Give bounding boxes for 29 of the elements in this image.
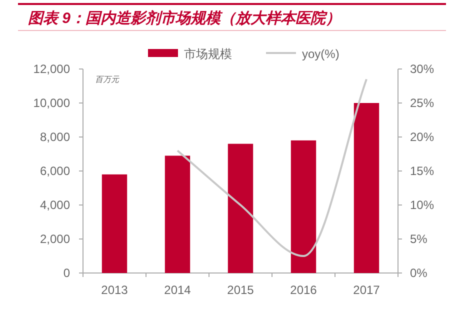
line-series <box>176 78 368 257</box>
y-tick-label: 12,000 <box>33 62 70 76</box>
y2-tick-label: 30% <box>410 62 434 76</box>
legend-label: yoy(%) <box>302 47 340 61</box>
bar <box>290 140 316 273</box>
legend-label: 市场规模 <box>184 47 232 61</box>
y2-tick-label: 25% <box>410 96 434 110</box>
chart-title: 图表 9：国内造影剂市场规模（放大样本医院） <box>28 9 341 27</box>
bar <box>354 103 380 273</box>
y2-tick-label: 15% <box>410 164 434 178</box>
x-tick-label: 2013 <box>101 283 128 297</box>
x-tick-label: 2017 <box>353 283 380 297</box>
y-tick-label: 8,000 <box>40 130 70 144</box>
y-tick-label: 0 <box>63 266 70 280</box>
y-tick-label: 6,000 <box>40 164 70 178</box>
x-tick-label: 2014 <box>164 283 192 297</box>
y-tick-label: 4,000 <box>40 198 70 212</box>
y2-tick-label: 0% <box>410 266 428 280</box>
bar <box>164 156 190 273</box>
x-tick-label: 2015 <box>227 283 254 297</box>
y2-tick-label: 20% <box>410 130 434 144</box>
y2-tick-label: 10% <box>410 198 434 212</box>
y2-tick-label: 5% <box>410 232 428 246</box>
annotation: 百万元 <box>95 75 120 84</box>
bar <box>228 144 254 273</box>
y-tick-label: 10,000 <box>33 96 70 110</box>
x-tick-label: 2016 <box>290 283 318 297</box>
bar <box>102 174 128 273</box>
y-tick-label: 2,000 <box>40 232 70 246</box>
